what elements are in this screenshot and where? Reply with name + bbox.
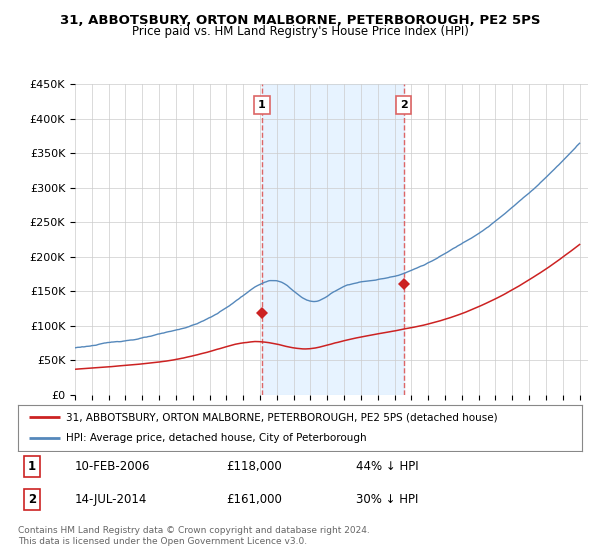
- Text: 31, ABBOTSBURY, ORTON MALBORNE, PETERBOROUGH, PE2 5PS: 31, ABBOTSBURY, ORTON MALBORNE, PETERBOR…: [60, 14, 540, 27]
- Text: £161,000: £161,000: [227, 493, 283, 506]
- Text: 2: 2: [28, 493, 36, 506]
- Text: HPI: Average price, detached house, City of Peterborough: HPI: Average price, detached house, City…: [66, 433, 367, 444]
- Text: 30% ↓ HPI: 30% ↓ HPI: [356, 493, 419, 506]
- Text: 2: 2: [400, 100, 407, 110]
- Text: 31, ABBOTSBURY, ORTON MALBORNE, PETERBOROUGH, PE2 5PS (detached house): 31, ABBOTSBURY, ORTON MALBORNE, PETERBOR…: [66, 412, 497, 422]
- Text: 10-FEB-2006: 10-FEB-2006: [74, 460, 150, 473]
- Text: 1: 1: [28, 460, 36, 473]
- Text: 14-JUL-2014: 14-JUL-2014: [74, 493, 147, 506]
- Text: £118,000: £118,000: [227, 460, 283, 473]
- Text: Price paid vs. HM Land Registry's House Price Index (HPI): Price paid vs. HM Land Registry's House …: [131, 25, 469, 38]
- Bar: [262, 84, 404, 395]
- Text: Contains HM Land Registry data © Crown copyright and database right 2024.: Contains HM Land Registry data © Crown c…: [18, 526, 370, 535]
- Text: 44% ↓ HPI: 44% ↓ HPI: [356, 460, 419, 473]
- Text: 1: 1: [258, 100, 266, 110]
- Text: This data is licensed under the Open Government Licence v3.0.: This data is licensed under the Open Gov…: [18, 538, 307, 547]
